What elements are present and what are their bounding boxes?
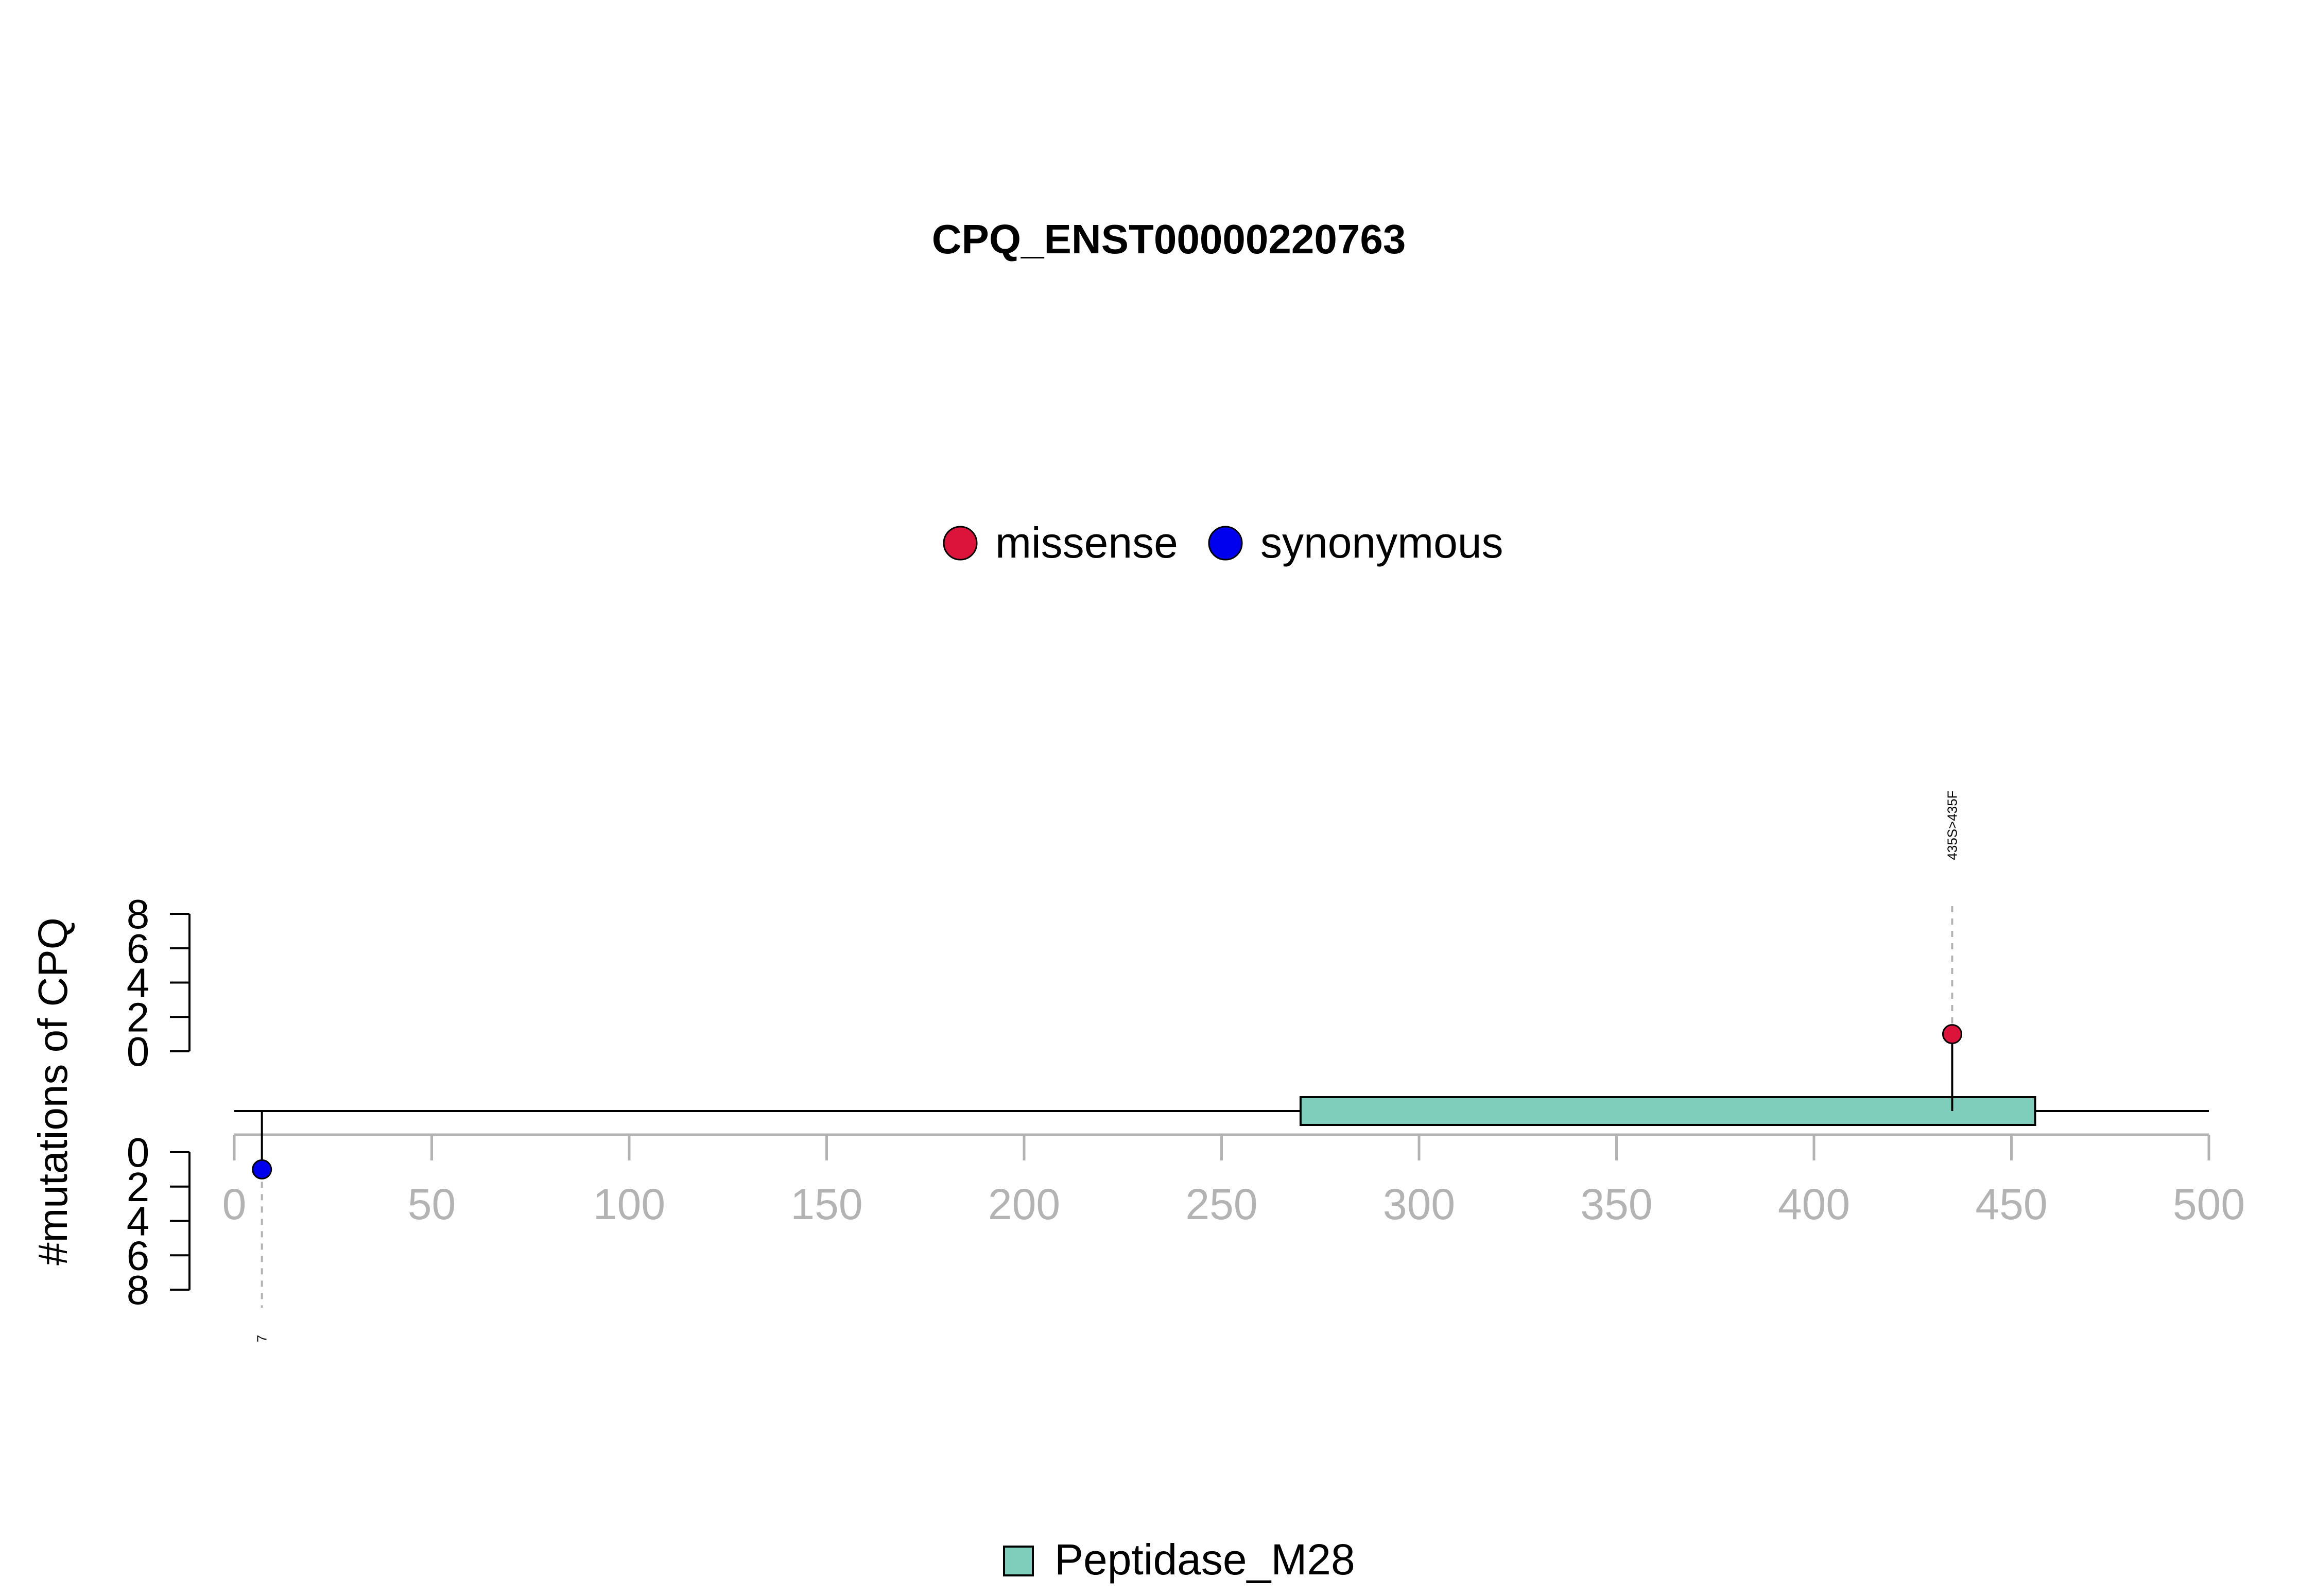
domain-legend-item: Peptidase_M28 [1003, 1535, 1355, 1584]
y-axis-label: #mutations of CPQ [30, 917, 76, 1265]
mutation-layer: 435S>435F 7 [252, 790, 1962, 1342]
domain-legend: Peptidase_M28 [1003, 1535, 1355, 1584]
x-tick-label-100: 100 [593, 1180, 665, 1228]
y-tick-label-bottom-4: 4 [127, 1199, 150, 1244]
x-tick-label-250: 250 [1185, 1180, 1257, 1228]
x-tick-label-450: 450 [1975, 1180, 2047, 1228]
mutation-label: 435S>435F [1944, 790, 1960, 860]
x-tick-label-200: 200 [988, 1180, 1060, 1228]
x-axis: 0 50 100 150 200 250 300 350 400 450 500 [222, 1133, 2245, 1228]
domain-Peptidase_M28 [1299, 1096, 2036, 1126]
x-tick-label-300: 300 [1383, 1180, 1455, 1228]
mutation-legend: missense synonymous [943, 518, 1503, 567]
mutation-label: 7 [254, 1335, 270, 1342]
x-tick-label-400: 400 [1778, 1180, 1850, 1228]
legend-marker-synonymous [1208, 526, 1243, 561]
legend-marker-missense [943, 526, 978, 561]
legend-label-synonymous: synonymous [1260, 518, 1503, 567]
y-tick-label-bottom-0: 0 [127, 1130, 150, 1175]
domain-legend-swatch [1003, 1546, 1034, 1576]
domain-legend-label: Peptidase_M28 [1054, 1535, 1355, 1584]
chart-title: CPQ_ENST00000220763 [932, 216, 1406, 262]
legend-label-missense: missense [995, 518, 1178, 567]
y-tick-label-top-2: 2 [127, 994, 150, 1040]
legend-item-synonymous: synonymous [1208, 518, 1503, 567]
legend-item-missense: missense [943, 518, 1178, 567]
mutation-7: 7 [252, 1111, 272, 1342]
x-tick-label-50: 50 [408, 1180, 456, 1228]
mutation-head [252, 1159, 272, 1179]
domain-layer [1299, 1096, 2036, 1126]
x-tick-label-150: 150 [790, 1180, 862, 1228]
y-tick-label-bottom-6: 6 [127, 1233, 150, 1278]
x-tick-label-0: 0 [222, 1180, 247, 1228]
y-tick-label-bottom-8: 8 [127, 1267, 150, 1313]
y-tick-label-bottom-2: 2 [127, 1164, 150, 1210]
y-tick-label-top-8: 8 [127, 891, 150, 937]
y-tick-label-top-0: 0 [127, 1029, 150, 1074]
y-tick-label-top-4: 4 [127, 960, 150, 1006]
x-tick-label-350: 350 [1580, 1180, 1652, 1228]
y-tick-label-top-6: 6 [127, 926, 150, 972]
x-tick-label-500: 500 [2173, 1180, 2245, 1228]
mutation-head [1942, 1024, 1962, 1045]
mutation-435S>435F: 435S>435F [1942, 790, 1962, 1111]
